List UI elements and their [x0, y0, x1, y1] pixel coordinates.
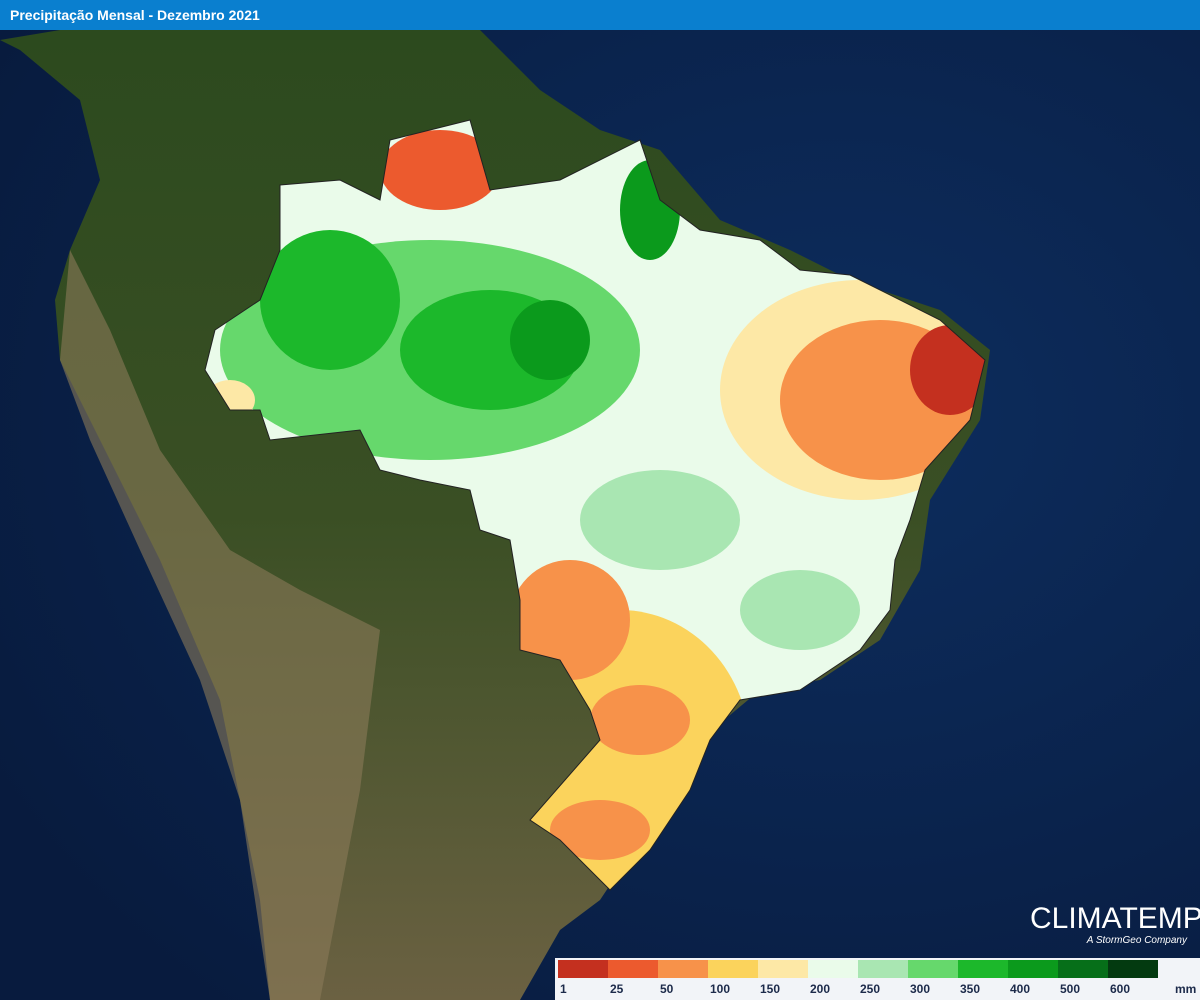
legend-label: 50	[660, 982, 674, 996]
legend-swatch	[808, 960, 858, 978]
legend-swatch	[708, 960, 758, 978]
legend-swatch	[558, 960, 608, 978]
legend-swatch	[758, 960, 808, 978]
legend-label: 300	[910, 982, 930, 996]
legend-swatch	[858, 960, 908, 978]
legend-label: 500	[1060, 982, 1080, 996]
title-bar: Precipitação Mensal - Dezembro 2021	[0, 0, 1200, 30]
andes	[60, 250, 380, 1000]
legend-swatch	[1058, 960, 1108, 978]
legend-swatch	[1108, 960, 1158, 978]
legend-swatch	[1008, 960, 1058, 978]
logo: CLIMATEMPO	[1030, 902, 1200, 935]
legend-label: 25	[610, 982, 624, 996]
legend-unit: mm	[1175, 982, 1196, 996]
title: Precipitação Mensal - Dezembro 2021	[10, 7, 260, 23]
legend: 1 25 50 100 150 200 250 300 350 400 500 600 mm	[558, 960, 1196, 996]
legend-label: 100	[710, 982, 730, 996]
legend-label: 400	[1010, 982, 1030, 996]
legend-swatch	[958, 960, 1008, 978]
legend-swatch	[608, 960, 658, 978]
legend-label: 250	[860, 982, 880, 996]
legend-swatch	[908, 960, 958, 978]
legend-label: 350	[960, 982, 980, 996]
legend-label: 1	[560, 982, 567, 996]
logo-tagline: A StormGeo Company	[1086, 935, 1188, 946]
legend-label: 600	[1110, 982, 1130, 996]
legend-label: 150	[760, 982, 780, 996]
map: CLIMATEMPO A StormGeo Company 1 25 50 100 15…	[0, 30, 1200, 1000]
legend-swatch	[658, 960, 708, 978]
legend-label: 200	[810, 982, 830, 996]
